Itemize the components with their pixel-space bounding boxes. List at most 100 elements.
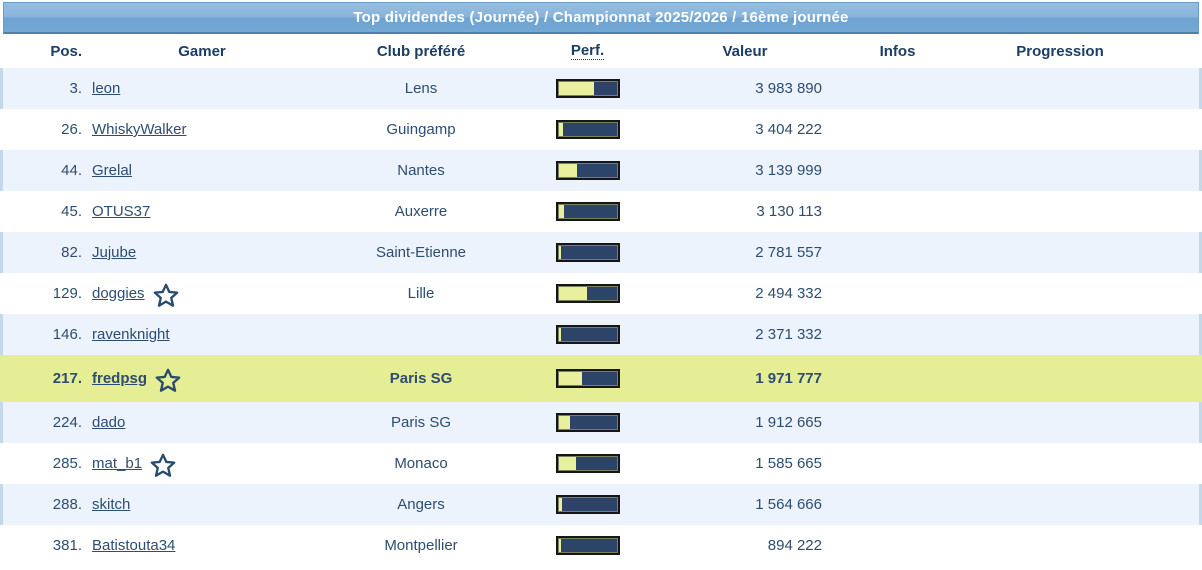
position-cell: 44. <box>61 162 82 179</box>
column-header-perf[interactable]: Perf. <box>520 42 655 60</box>
gamer-cell: OTUS37 <box>82 203 322 220</box>
club-cell: Angers <box>397 496 445 513</box>
perf-cell <box>520 79 655 98</box>
value-cell: 3 130 113 <box>756 203 822 220</box>
table-body: 3. leon Lens 3 983 890 26. WhiskyWalker … <box>0 68 1202 566</box>
perf-cell <box>520 325 655 344</box>
position-cell: 224. <box>52 414 82 431</box>
perf-bar-fill <box>558 205 564 218</box>
gamer-link[interactable]: Jujube <box>92 244 137 261</box>
perf-bar <box>555 413 620 432</box>
perf-bar-fill <box>558 164 578 177</box>
table-row: 129. doggies Lille 2 494 332 <box>0 273 1202 314</box>
gamer-link[interactable]: doggies <box>92 285 145 302</box>
perf-bar <box>555 495 620 514</box>
perf-cell <box>520 454 655 473</box>
table-row: 82. Jujube Saint-Etienne 2 781 557 <box>0 232 1202 273</box>
value-cell: 2 494 332 <box>755 285 822 302</box>
gamer-link[interactable]: OTUS37 <box>92 203 151 220</box>
title-bar: Top dividendes (Journée) / Championnat 2… <box>3 2 1199 34</box>
perf-bar <box>555 202 620 221</box>
perf-bar <box>555 325 620 344</box>
perf-bar-fill <box>558 123 563 136</box>
perf-bar-fill <box>558 498 562 511</box>
column-header-valeur: Valeur <box>722 42 768 60</box>
perf-tooltip-label[interactable]: Perf. <box>570 42 605 60</box>
perf-cell <box>520 120 655 139</box>
table-row: 146. ravenknight 2 371 332 <box>0 314 1202 355</box>
perf-bar-fill <box>558 328 562 341</box>
favorite-star-icon[interactable] <box>152 282 180 310</box>
club-cell: Nantes <box>397 162 445 179</box>
favorite-star-icon[interactable] <box>149 452 177 480</box>
column-header-progression: Progression <box>1016 42 1104 60</box>
club-cell: Lille <box>407 285 435 302</box>
value-cell: 3 404 222 <box>755 121 822 138</box>
gamer-link[interactable]: Grelal <box>92 162 133 179</box>
page-title: Top dividendes (Journée) / Championnat 2… <box>353 9 849 26</box>
gamer-link[interactable]: skitch <box>92 496 131 513</box>
perf-bar-fill <box>558 82 595 95</box>
perf-bar-fill <box>558 287 587 300</box>
perf-bar <box>555 120 620 139</box>
perf-bar <box>555 79 620 98</box>
position-cell: 146. <box>52 326 82 343</box>
club-cell: Paris SG <box>390 414 451 431</box>
column-header-club: Club préféré <box>376 42 466 60</box>
position-cell: 129. <box>52 285 82 302</box>
perf-cell <box>520 495 655 514</box>
gamer-link[interactable]: leon <box>92 80 121 97</box>
column-header-infos: Infos <box>879 42 916 60</box>
position-cell: 26. <box>61 121 82 138</box>
perf-cell <box>520 243 655 262</box>
table-row: 381. Batistouta34 Montpellier 894 222 <box>0 525 1202 566</box>
value-cell: 2 781 557 <box>755 244 822 261</box>
position-cell: 381. <box>52 537 82 554</box>
perf-bar <box>555 454 620 473</box>
gamer-cell: skitch <box>82 496 322 513</box>
gamer-cell: doggies <box>82 278 322 310</box>
value-cell: 3 139 999 <box>755 162 822 179</box>
value-cell: 894 222 <box>767 537 822 554</box>
club-cell: Guingamp <box>386 121 456 138</box>
table-row: 26. WhiskyWalker Guingamp 3 404 222 <box>0 109 1202 150</box>
perf-cell <box>520 413 655 432</box>
value-cell: 2 371 332 <box>755 326 822 343</box>
table-row: 3. leon Lens 3 983 890 <box>0 68 1202 109</box>
table-row: 285. mat_b1 Monaco 1 585 665 <box>0 443 1202 484</box>
perf-cell <box>520 284 655 303</box>
favorite-star-icon[interactable] <box>154 367 182 395</box>
table-row: 217. fredpsg Paris SG 1 971 777 <box>0 355 1202 402</box>
value-cell: 1 912 665 <box>755 414 822 431</box>
value-cell: 1 564 666 <box>755 496 822 513</box>
gamer-link[interactable]: mat_b1 <box>92 455 143 472</box>
gamer-link[interactable]: dado <box>92 414 126 431</box>
perf-bar-fill <box>558 457 576 470</box>
value-cell: 1 971 777 <box>755 370 822 387</box>
gamer-link[interactable]: Batistouta34 <box>92 537 176 554</box>
club-cell: Monaco <box>394 455 448 472</box>
perf-bar-fill <box>558 539 562 552</box>
club-cell: Montpellier <box>384 537 458 554</box>
gamer-link[interactable]: ravenknight <box>92 326 170 343</box>
position-cell: 3. <box>69 80 82 97</box>
perf-bar <box>555 369 620 388</box>
gamer-link[interactable]: fredpsg <box>92 370 148 387</box>
value-cell: 3 983 890 <box>755 80 822 97</box>
perf-bar <box>555 243 620 262</box>
gamer-cell: Batistouta34 <box>82 537 322 554</box>
gamer-link[interactable]: WhiskyWalker <box>92 121 187 138</box>
gamer-cell: dado <box>82 414 322 431</box>
perf-cell <box>520 536 655 555</box>
perf-cell <box>520 161 655 180</box>
gamer-cell: fredpsg <box>82 363 322 395</box>
perf-cell <box>520 369 655 388</box>
perf-bar <box>555 284 620 303</box>
perf-cell <box>520 202 655 221</box>
table-row: 45. OTUS37 Auxerre 3 130 113 <box>0 191 1202 232</box>
position-cell: 82. <box>61 244 82 261</box>
table-row: 224. dado Paris SG 1 912 665 <box>0 402 1202 443</box>
value-cell: 1 585 665 <box>755 455 822 472</box>
perf-bar <box>555 161 620 180</box>
position-cell: 288. <box>52 496 82 513</box>
